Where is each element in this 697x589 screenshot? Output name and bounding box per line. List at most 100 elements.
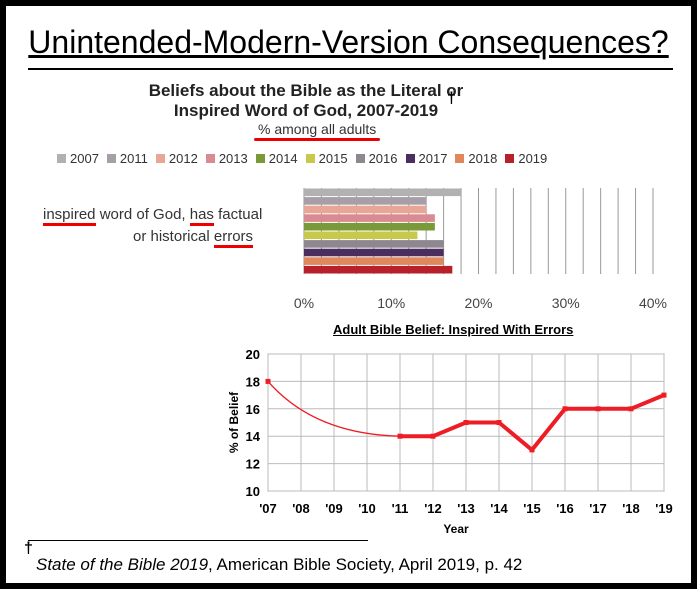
underlined-word-errors: errors — [213, 228, 254, 248]
line-y-tick-label: 18 — [246, 374, 260, 389]
line-chart: 10 12 14 16 18 20 '07 '08 '09 '10 '11 '12 '13 '14 '15 '… — [227, 347, 673, 536]
line-x-tick-label: '16 — [556, 501, 574, 516]
subtitle-red-underline — [254, 138, 380, 141]
line-y-tick-label: 14 — [246, 429, 261, 444]
bar-2018 — [304, 257, 444, 265]
bar-x-tick-label: 0% — [294, 295, 314, 311]
legend-swatch — [106, 154, 116, 163]
bar-chart: 0% 10% 20% 30% 40% — [294, 188, 667, 311]
line-point-11 — [397, 433, 403, 439]
line-point-19 — [661, 392, 667, 398]
bar-x-tick-label: 20% — [464, 295, 492, 311]
line-x-tick-label: '08 — [292, 501, 310, 516]
bar-chart-legend: 2007 2011 2012 2013 2014 2015 2016 2017 2018 2019 — [57, 151, 547, 166]
line-x-tick-label: '07 — [259, 501, 277, 516]
line-point-13 — [463, 420, 469, 425]
category-text: or historical — [133, 228, 214, 245]
legend-label: 2007 — [70, 151, 99, 166]
footnote: State of the Bible 2019, American Bible … — [36, 555, 522, 575]
bar-2007 — [304, 188, 462, 197]
legend-swatch — [505, 154, 515, 163]
line-point-12 — [430, 433, 436, 439]
bar-2015 — [304, 231, 418, 240]
line-point-15 — [529, 447, 535, 453]
legend-item: 2016 — [355, 151, 398, 166]
legend-swatch — [405, 154, 415, 163]
bar-2012 — [304, 205, 427, 214]
line-y-tick-label: 16 — [246, 402, 260, 417]
legend-item: 2017 — [405, 151, 448, 166]
bar-2019 — [304, 265, 453, 274]
legend-label: 2018 — [468, 151, 498, 166]
legend-label: 2014 — [268, 151, 298, 166]
legend-item: 2011 — [106, 151, 148, 166]
legend-item: 2007 — [57, 151, 99, 166]
line-x-tick-label: '19 — [655, 501, 673, 516]
line-point-14 — [496, 420, 502, 425]
line-x-tick-label: '12 — [424, 501, 442, 516]
line-x-tick-label: '09 — [325, 501, 343, 516]
bar-2013 — [304, 214, 435, 222]
legend-swatch — [255, 154, 265, 163]
legend-item: 2014 — [255, 151, 298, 166]
line-x-tick-label: '15 — [523, 501, 541, 516]
legend-label: 2013 — [218, 151, 248, 166]
bar-2011 — [304, 197, 427, 205]
bar-x-tick-label: 40% — [639, 295, 667, 311]
legend-item: 2015 — [305, 151, 348, 166]
legend-swatch — [455, 154, 465, 163]
line-point-07 — [265, 378, 271, 384]
legend-label: 2012 — [168, 151, 198, 166]
bar-chart-title-line2: Inspired Word of God, 2007-2019 — [173, 101, 439, 120]
line-series-thin-segment — [267, 380, 401, 437]
legend-swatch — [205, 154, 215, 163]
line-x-tick-label: '13 — [457, 501, 475, 516]
line-x-tick-label: '17 — [589, 501, 607, 516]
legend-label: 2015 — [318, 151, 348, 166]
legend-swatch — [155, 154, 165, 163]
line-y-tick-label: 12 — [246, 457, 260, 472]
line-y-tick-label: 20 — [246, 347, 260, 362]
bar-chart-title-line1: Beliefs about the Bible as the Literal o… — [148, 81, 464, 100]
bar-2016 — [304, 240, 444, 248]
legend-label: 2011 — [119, 151, 148, 166]
legend-swatch — [305, 154, 315, 163]
bar-x-tick-label: 30% — [552, 295, 580, 311]
bar-2017 — [304, 248, 444, 257]
line-x-tick-label: '11 — [392, 501, 409, 516]
legend-item: 2013 — [205, 151, 248, 166]
legend-item: 2019 — [505, 151, 547, 166]
legend-label: 2017 — [418, 151, 448, 166]
footnote-source-title: State of the Bible 2019 — [36, 555, 209, 574]
line-y-axis-label: % of Belief — [227, 391, 241, 453]
title-rule — [28, 68, 673, 70]
category-text: factual — [213, 206, 263, 223]
legend-item: 2012 — [155, 151, 198, 166]
footnote-rule — [28, 540, 368, 541]
category-text: word of God, — [95, 206, 190, 223]
legend-item: 2018 — [455, 151, 497, 166]
bar-x-tick-label: 10% — [377, 295, 405, 311]
footnote-details: , American Bible Society, April 2019, p.… — [208, 555, 523, 574]
footnote-mark: † — [24, 540, 33, 557]
title-footnote-mark: † — [447, 90, 456, 107]
bar-chart-subtitle: % among all adults — [258, 121, 377, 137]
line-point-18 — [628, 406, 634, 412]
bar-category-label-line2: or historical errors — [133, 228, 254, 248]
line-x-tick-label: '18 — [622, 501, 640, 516]
line-x-tick-label: '14 — [490, 501, 508, 516]
line-point-17 — [595, 406, 601, 412]
underlined-word-has: has — [189, 206, 214, 226]
line-x-tick-label: '10 — [358, 501, 376, 516]
bar-2014 — [304, 222, 435, 231]
line-point-16 — [562, 406, 568, 412]
line-chart-title: Adult Bible Belief: Inspired With Errors — [333, 322, 574, 337]
bar-category-label-line1: inspired word of God, has factual — [43, 206, 263, 226]
legend-swatch — [57, 154, 66, 163]
legend-label: 2019 — [518, 151, 548, 166]
legend-label: 2016 — [368, 151, 398, 166]
line-y-tick-label: 10 — [246, 484, 260, 499]
slide-title: Unintended-Modern-Version Consequences? — [28, 24, 669, 60]
underlined-word-inspired: inspired — [43, 206, 96, 226]
